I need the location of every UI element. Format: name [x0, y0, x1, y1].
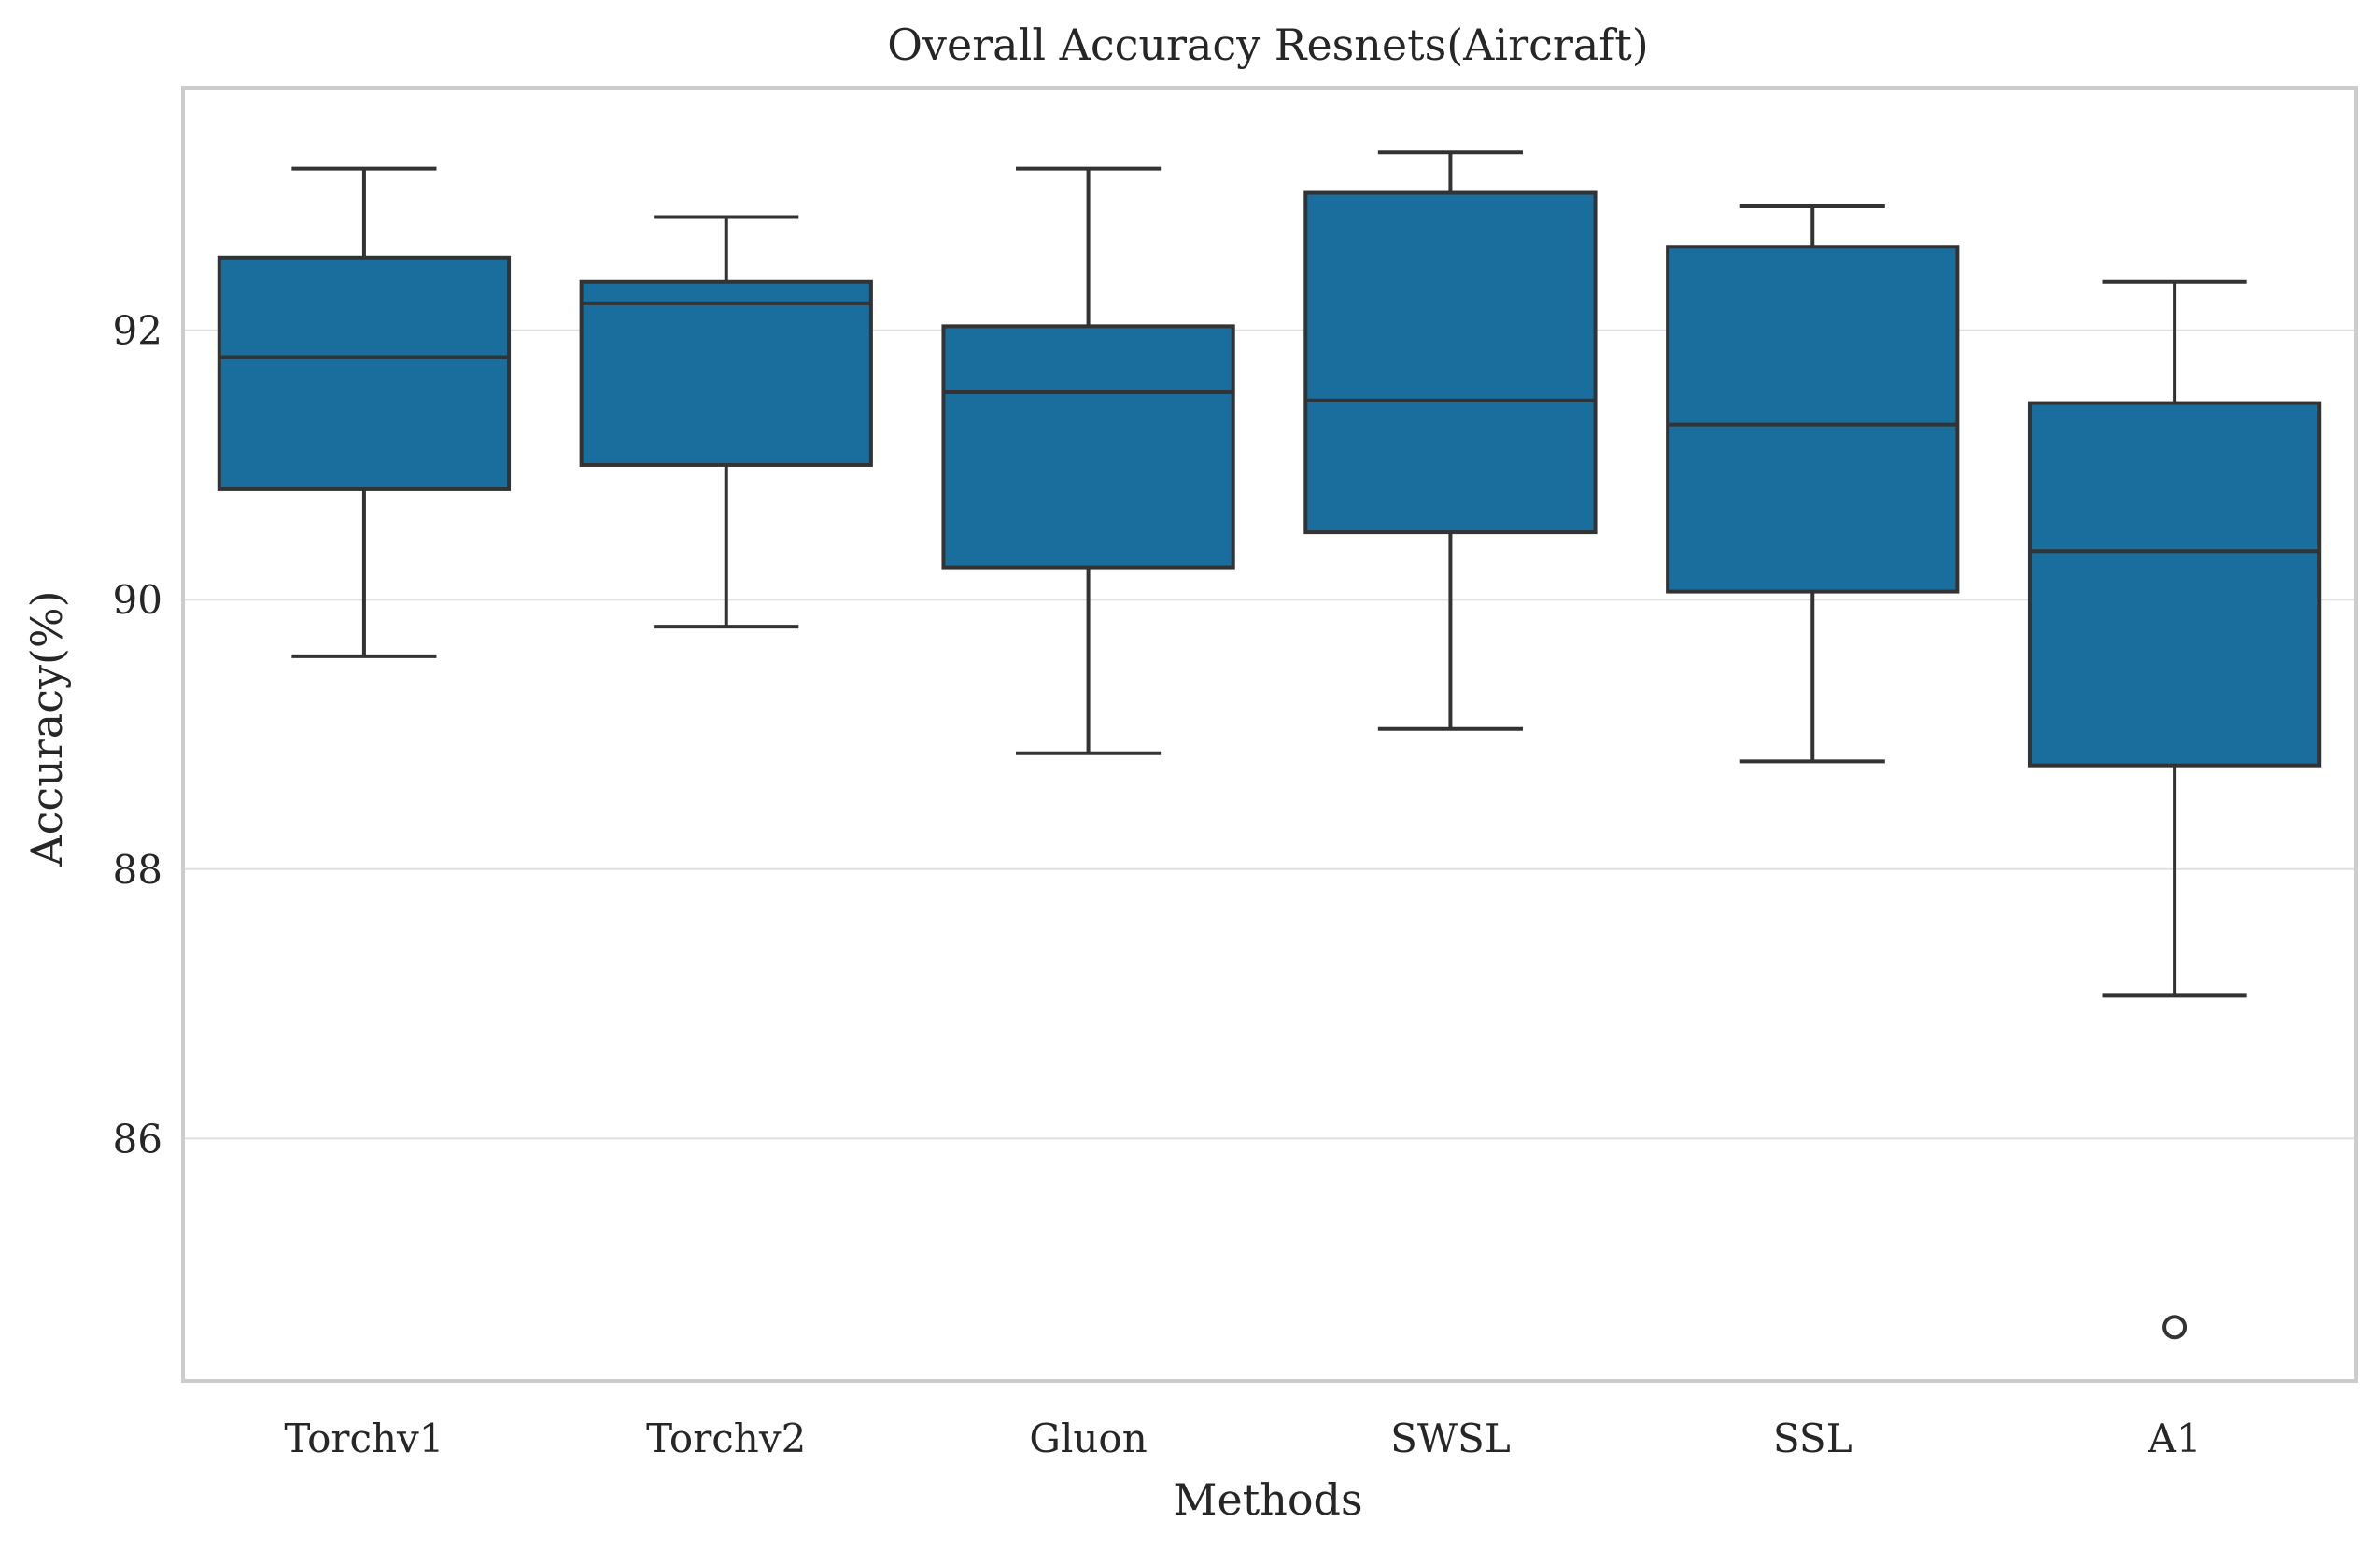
- box-gluon: [941, 166, 1235, 755]
- boxes: [217, 150, 2322, 1340]
- box-torchv1: [217, 166, 512, 658]
- x-tick-label-torchv1: Torchv1: [284, 1416, 444, 1461]
- y-tick-labels: 86 88 90 92: [113, 308, 162, 1162]
- x-tick-label-a1: A1: [2148, 1416, 2202, 1461]
- y-axis-label: Accuracy(%): [21, 590, 72, 867]
- outlier-a1-0: [2162, 1315, 2188, 1340]
- box-body-swsl: [1303, 190, 1598, 535]
- box-ssl: [1666, 204, 1960, 764]
- box-body-gluon: [941, 324, 1235, 570]
- chart-title: Overall Accuracy Resnets(Aircraft): [887, 20, 1648, 70]
- box-torchv2: [579, 215, 873, 629]
- x-tick-labels: Torchv1 Torchv2 Gluon SWSL SSL A1: [284, 1416, 2201, 1461]
- y-tick-label-90: 90: [113, 577, 162, 623]
- box-body-torchv1: [217, 255, 512, 491]
- y-tick-label-86: 86: [113, 1116, 162, 1162]
- box-a1: [2027, 279, 2322, 1340]
- box-body-ssl: [1666, 245, 1960, 594]
- grid-lines: [183, 329, 2356, 1140]
- x-axis-label: Methods: [1173, 1474, 1362, 1525]
- x-tick-label-torchv2: Torchv2: [646, 1416, 806, 1461]
- y-tick-label-88: 88: [113, 847, 162, 893]
- x-tick-label-ssl: SSL: [1773, 1416, 1852, 1461]
- box-swsl: [1303, 150, 1598, 731]
- x-tick-label-swsl: SWSL: [1390, 1416, 1511, 1461]
- plot-frame: [181, 86, 2358, 1383]
- box-body-a1: [2027, 401, 2322, 768]
- box-body-torchv2: [579, 279, 873, 467]
- y-tick-label-92: 92: [113, 308, 162, 354]
- x-tick-label-gluon: Gluon: [1029, 1416, 1147, 1461]
